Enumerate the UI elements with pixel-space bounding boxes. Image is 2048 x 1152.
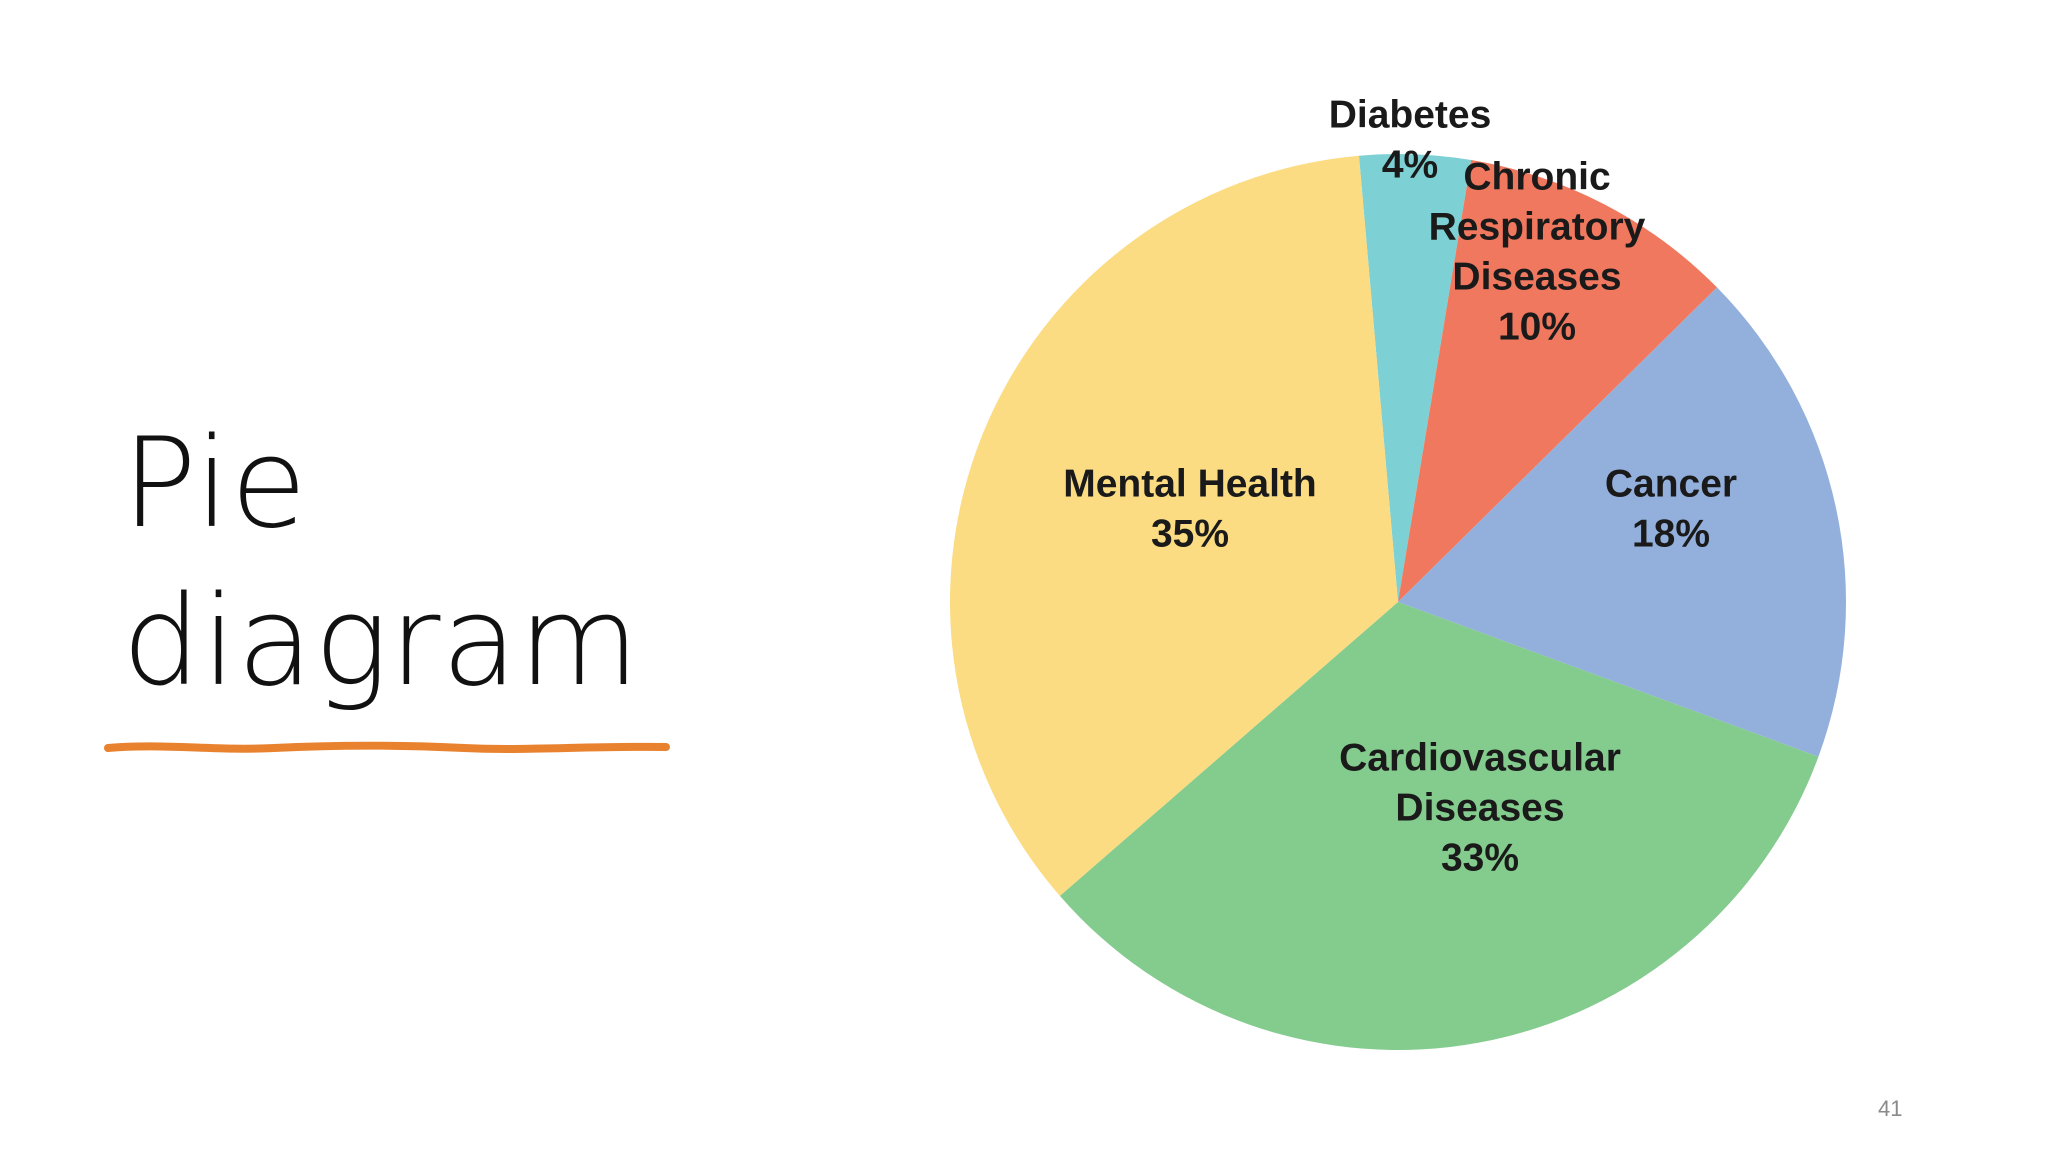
pie-value-label: 33% xyxy=(1441,837,1519,880)
pie-value-label: 10% xyxy=(1498,306,1576,349)
pie-label-line: Respiratory xyxy=(1429,206,1646,249)
title-underline-stroke xyxy=(104,741,670,753)
pie-slice-3 xyxy=(1059,602,1819,1051)
slide-title: Pie diagram xyxy=(122,405,640,721)
title-underline xyxy=(104,741,670,753)
pie-label-line: Mental Health xyxy=(1063,463,1317,506)
slide-title-line-1: Pie xyxy=(122,412,308,556)
pie-label-line: Diseases xyxy=(1395,787,1564,830)
pie-slice-label-3: Cardiovascular Diseases 33% xyxy=(1339,737,1621,880)
page-number: 41 xyxy=(1878,1096,1903,1121)
pie-slice-2 xyxy=(1398,287,1846,757)
pie-value-label: 35% xyxy=(1151,513,1229,556)
pie-slice-label-1: Chronic Respiratory Diseases 10% xyxy=(1429,156,1646,349)
pie-slice-4 xyxy=(950,155,1398,896)
pie-label-line: Cancer xyxy=(1605,463,1737,506)
pie-label-line: Cardiovascular xyxy=(1339,737,1621,780)
pie-slice-1 xyxy=(1398,160,1717,602)
pie-slice-0 xyxy=(1358,154,1472,602)
pie-label-line: Diseases xyxy=(1452,256,1621,299)
pie-slice-label-2: Cancer 18% xyxy=(1605,463,1737,556)
pie-slice-label-0: Diabetes 4% xyxy=(1329,94,1492,187)
pie-label-line: Diabetes xyxy=(1329,94,1492,137)
pie-value-label: 4% xyxy=(1382,144,1438,187)
pie-slice-label-4: Mental Health 35% xyxy=(1063,463,1317,556)
slide-title-line-2: diagram xyxy=(122,570,641,714)
pie-value-label: 18% xyxy=(1632,513,1710,556)
pie-label-line: Chronic xyxy=(1463,156,1610,199)
